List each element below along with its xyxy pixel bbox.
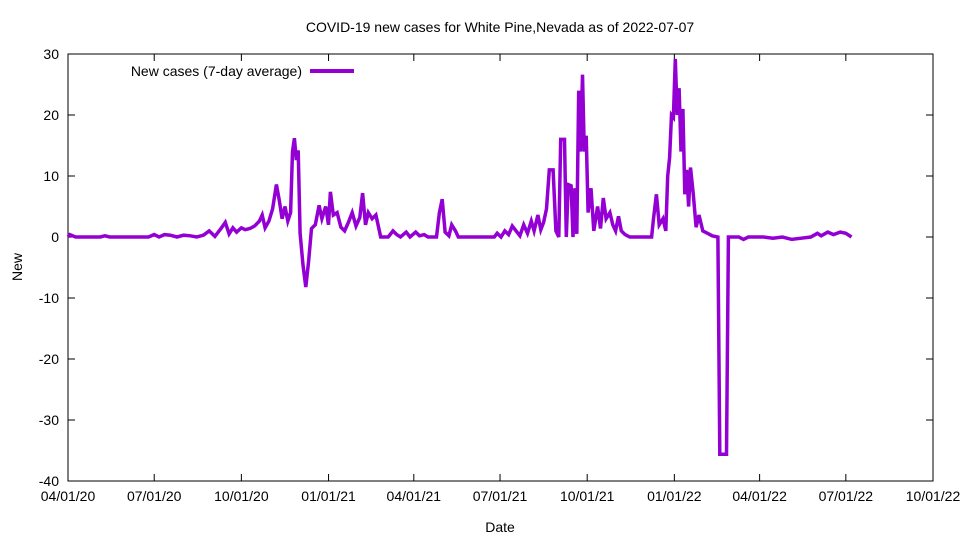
x-tick-label: 01/01/21: [301, 488, 356, 504]
x-tick-label: 07/01/20: [127, 488, 182, 504]
series-line: [66, 58, 853, 456]
x-tick-label: 07/01/22: [819, 488, 874, 504]
x-tick-label: 01/01/22: [647, 488, 702, 504]
y-tick-label: 20: [43, 107, 59, 123]
x-tick-label: 07/01/21: [473, 488, 528, 504]
y-tick-label: 0: [51, 229, 59, 245]
x-axis-label: Date: [485, 519, 515, 535]
y-tick-label: 10: [43, 168, 59, 184]
y-tick-label: -10: [39, 290, 59, 306]
y-tick-label: -30: [39, 412, 59, 428]
chart-title: COVID-19 new cases for White Pine,Nevada…: [306, 19, 695, 35]
y-axis: -40 -30 -20 -10 0 10 20 30: [39, 46, 933, 489]
x-tick-label: 10/01/22: [906, 488, 960, 504]
y-tick-label: 30: [43, 46, 59, 62]
x-tick-label: 10/01/20: [214, 488, 269, 504]
x-tick-label: 04/01/21: [387, 488, 442, 504]
y-axis-label: New: [9, 252, 25, 281]
x-tick-label: 04/01/22: [732, 488, 787, 504]
x-tick-label: 10/01/21: [560, 488, 615, 504]
x-tick-label: 04/01/20: [41, 488, 96, 504]
y-tick-label: -20: [39, 351, 59, 367]
series-layer: [66, 58, 853, 456]
x-axis: 04/01/20 07/01/20 10/01/20 01/01/21 04/01/21…: [41, 54, 960, 504]
legend: New cases (7-day average): [131, 63, 354, 79]
y-tick-label: -40: [39, 473, 59, 489]
plot-frame: [67, 53, 934, 482]
legend-label: New cases (7-day average): [131, 63, 302, 79]
